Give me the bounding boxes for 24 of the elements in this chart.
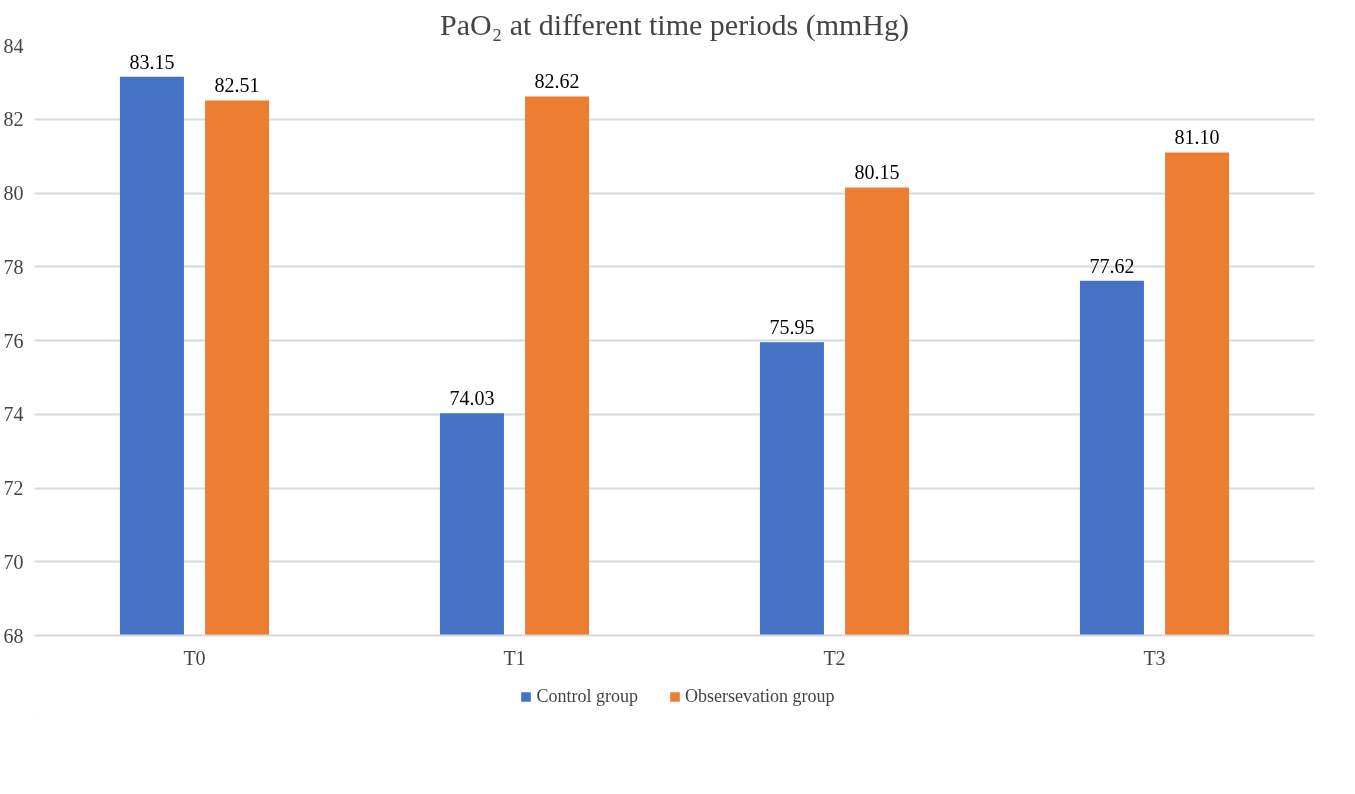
y-tick-label: 74 [3,403,24,426]
x-tick-label: T3 [1143,646,1166,669]
legend-label: Control group [536,685,639,707]
data-label: 82.51 [214,74,260,97]
data-label: 77.62 [1089,254,1135,277]
x-tick-label: T2 [823,646,846,669]
y-tick-label: 72 [3,477,24,499]
y-tick-label: 82 [3,108,24,131]
y-tick-label: 84 [3,34,24,57]
y-tick-label: 70 [3,550,24,573]
x-tick-label: T0 [183,646,206,669]
x-tick-label: T1 [503,646,526,669]
data-label: 75.95 [769,316,815,339]
y-tick-label: 68 [3,624,24,647]
legend-label: Obsersevation group [685,685,835,707]
data-label: 80.15 [854,161,900,184]
data-label: 82.62 [534,70,580,93]
chart-title: PaO₂ at different time periods (mmHg) [440,7,909,42]
data-label: 81.10 [1174,126,1220,149]
y-tick-label: 80 [3,182,24,204]
y-tick-label: 78 [3,255,24,278]
data-label: 74.03 [449,387,495,410]
data-label: 83.15 [129,50,175,73]
y-tick-label: 76 [3,329,24,352]
